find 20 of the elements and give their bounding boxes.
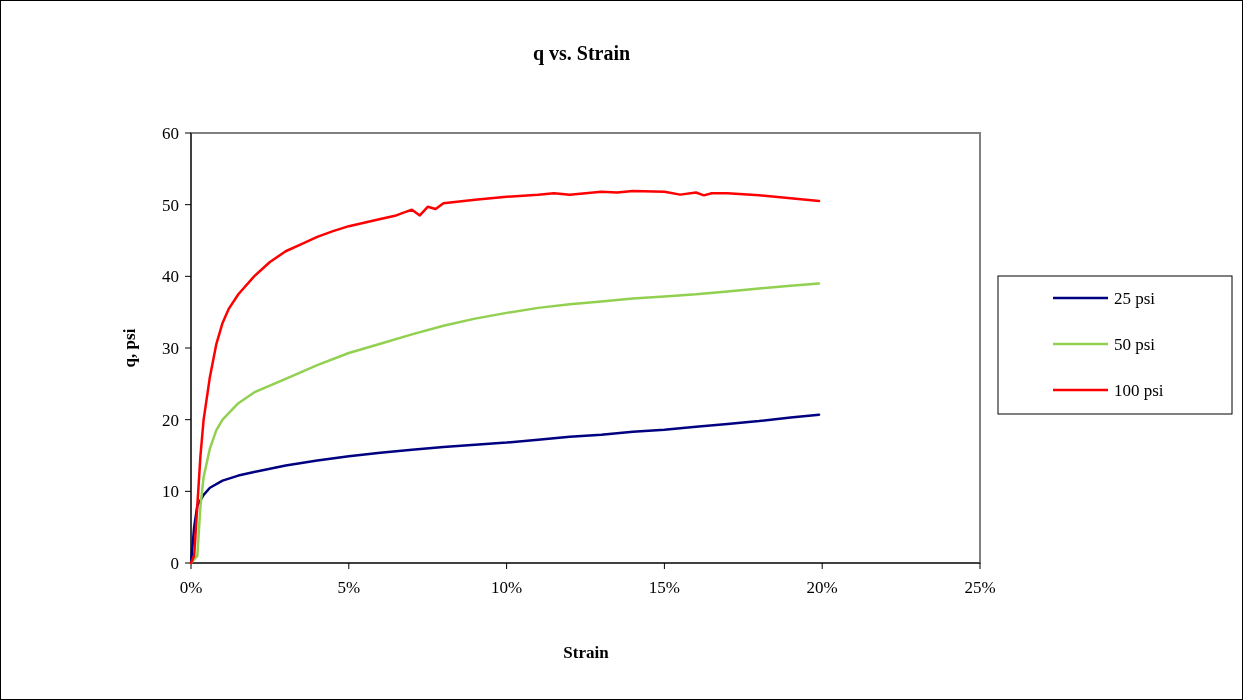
y-tick-label: 10 bbox=[162, 482, 179, 502]
line-series bbox=[189, 189, 821, 565]
y-tick-label: 50 bbox=[162, 195, 179, 215]
chart-title: q vs. Strain bbox=[532, 42, 631, 65]
x-tick-label: 5% bbox=[337, 578, 361, 597]
legend-label: 100 psi bbox=[1114, 381, 1164, 400]
x-tick-label: 15% bbox=[648, 578, 680, 597]
x-tick-label: 10% bbox=[491, 578, 523, 597]
y-axis-title: q, psi bbox=[120, 328, 139, 368]
y-tick-label: 40 bbox=[162, 267, 179, 287]
legend-label: 50 psi bbox=[1114, 335, 1156, 354]
legend-label: 25 psi bbox=[1114, 289, 1156, 308]
y-tick-label: 30 bbox=[162, 339, 179, 358]
x-axis-title: Strain bbox=[563, 643, 610, 662]
x-tick-label: 20% bbox=[806, 578, 838, 597]
y-tick-label: 60 bbox=[162, 124, 179, 143]
y-tick-label: 20 bbox=[162, 410, 179, 430]
y-tick-label: 0 bbox=[170, 554, 179, 573]
x-tick-label: 0% bbox=[179, 578, 203, 597]
x-tick-label: 25% bbox=[964, 578, 996, 597]
